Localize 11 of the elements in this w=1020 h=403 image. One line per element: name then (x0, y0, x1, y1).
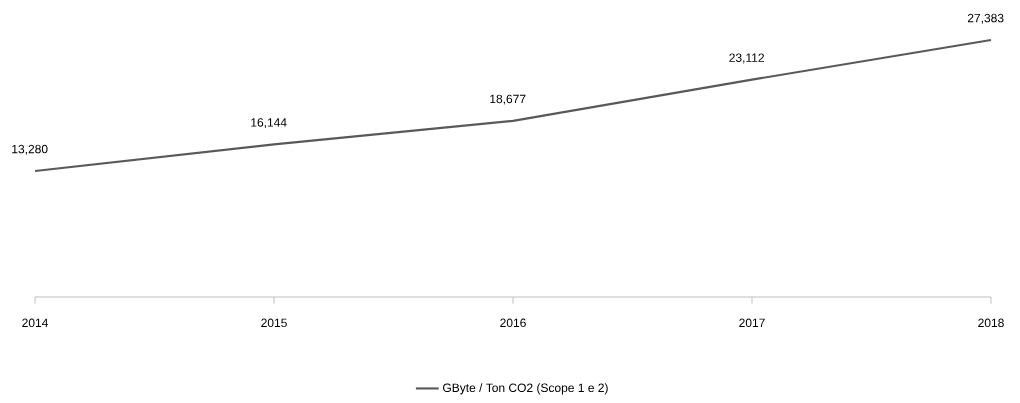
legend-label: GByte / Ton CO2 (Scope 1 e 2) (443, 383, 608, 395)
data-label: 23,112 (729, 53, 764, 64)
data-label: 13,280 (12, 144, 48, 155)
data-label: 18,677 (490, 94, 526, 105)
x-tick-label: 2015 (261, 318, 287, 328)
data-label: 27,383 (967, 13, 1004, 24)
x-tick-label: 2018 (978, 318, 1004, 328)
x-tick-label: 2017 (739, 318, 765, 328)
data-label: 16,144 (251, 118, 287, 129)
x-tick-label: 2016 (500, 318, 526, 328)
x-tick-label: 2014 (22, 318, 48, 328)
